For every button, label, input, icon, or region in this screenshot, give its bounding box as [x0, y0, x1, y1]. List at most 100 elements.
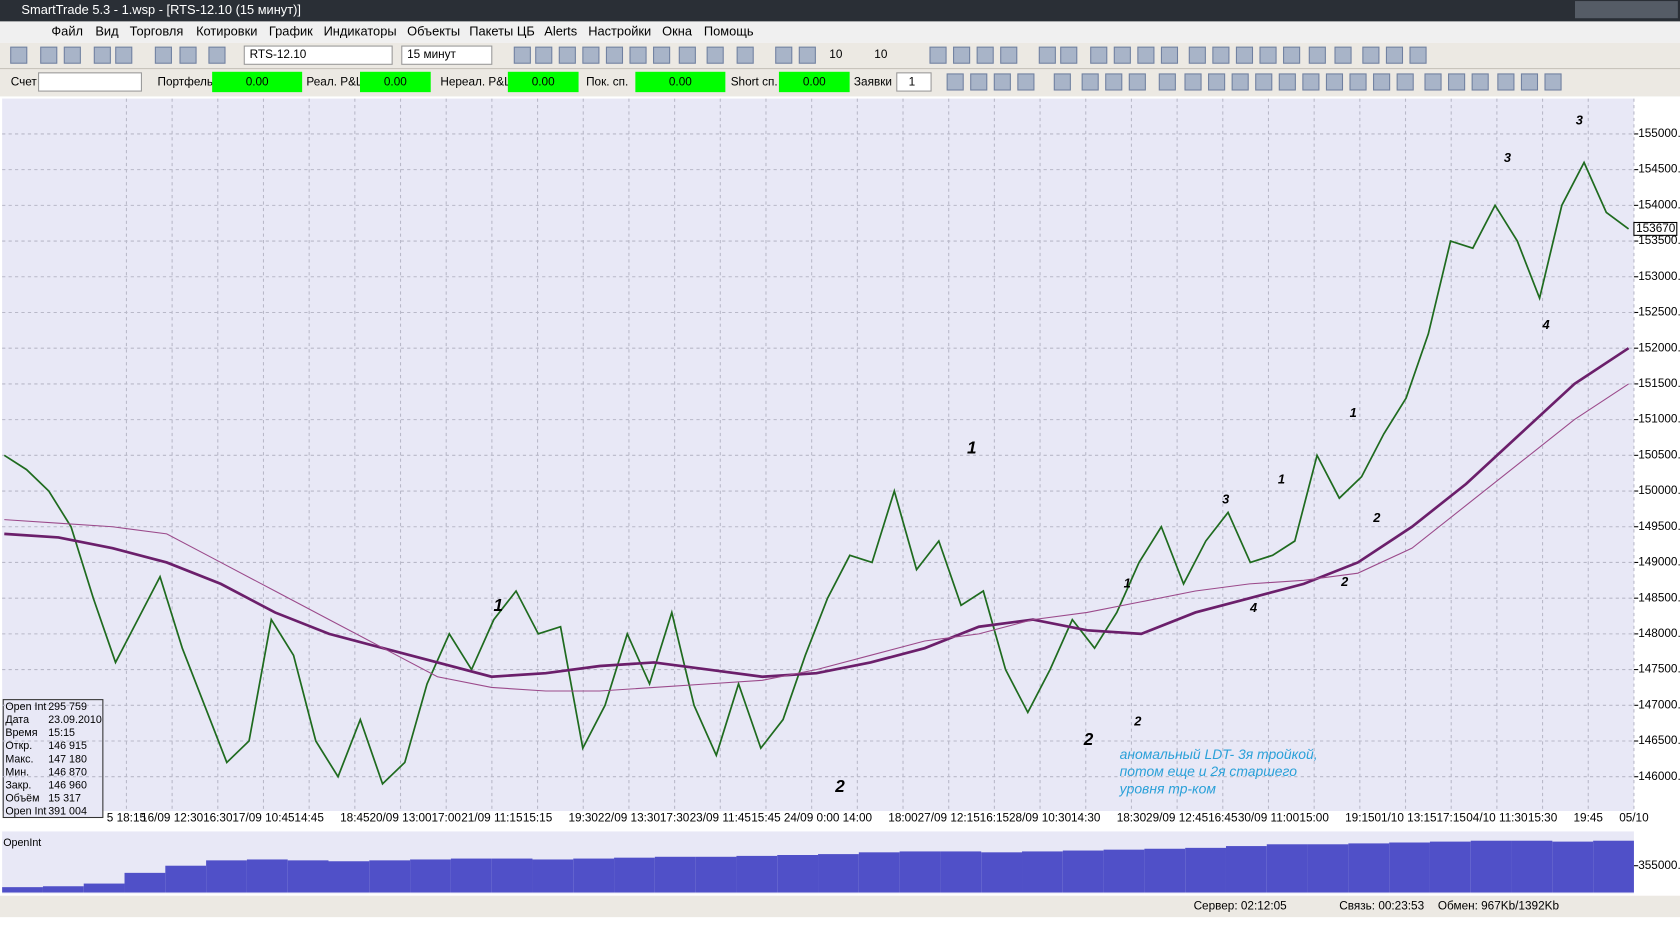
- x-tick-label: 23/09 11:45: [690, 812, 752, 825]
- info-value: 295 759: [48, 701, 87, 713]
- toolbar-button[interactable]: [993, 73, 1011, 91]
- account-combo[interactable]: [38, 72, 142, 92]
- toolbar-button[interactable]: [1334, 46, 1352, 64]
- menu-item[interactable]: Индикаторы: [324, 24, 397, 39]
- toolbar-button[interactable]: [1212, 46, 1230, 64]
- toolbar-button[interactable]: [1325, 73, 1344, 91]
- menu-item[interactable]: Торговля: [130, 24, 184, 39]
- toolbar-button[interactable]: [1060, 46, 1078, 64]
- toolbar-button[interactable]: [208, 46, 226, 64]
- oi-bar: [287, 860, 329, 893]
- toolbar-button[interactable]: [1544, 73, 1562, 91]
- toolbar-button[interactable]: [976, 46, 994, 64]
- toolbar-button[interactable]: [1471, 73, 1489, 91]
- toolbar-button[interactable]: [1520, 73, 1539, 91]
- spin[interactable]: 10: [829, 48, 843, 61]
- menu-item[interactable]: Объекты: [407, 24, 460, 39]
- toolbar-button[interactable]: [1113, 46, 1131, 64]
- interval-combo[interactable]: [401, 45, 493, 65]
- toolbar-button[interactable]: [1302, 73, 1320, 91]
- toolbar-button[interactable]: [1188, 46, 1206, 64]
- toolbar-button[interactable]: [1308, 46, 1326, 64]
- toolbar-button[interactable]: [154, 46, 172, 64]
- menu-item[interactable]: Вид: [95, 24, 119, 39]
- toolbar-button[interactable]: [1160, 46, 1179, 64]
- toolbar-button[interactable]: [1053, 73, 1071, 91]
- toolbar-button[interactable]: [1396, 73, 1414, 91]
- toolbar-button[interactable]: [605, 46, 624, 64]
- toolbar-button[interactable]: [1283, 46, 1301, 64]
- menu-item[interactable]: Alerts: [544, 24, 577, 39]
- toolbar-button[interactable]: [1448, 73, 1466, 91]
- toolbar-button[interactable]: [1255, 73, 1273, 91]
- toolbar-button[interactable]: [678, 46, 696, 64]
- x-tick-label: 05/10: [1619, 812, 1649, 825]
- y-tick-label: 152500.: [1638, 306, 1680, 319]
- toolbar-button[interactable]: [1184, 73, 1202, 91]
- toolbar-button[interactable]: [1497, 73, 1515, 91]
- x-tick-label: 22/09 13:30: [598, 812, 661, 825]
- toolbar-button[interactable]: [775, 46, 793, 64]
- info-value: 146 915: [48, 740, 87, 752]
- toolbar-button[interactable]: [1385, 46, 1404, 64]
- menu-item[interactable]: Котировки: [196, 24, 257, 39]
- symbol-combo[interactable]: [243, 45, 393, 65]
- oi-bar: [1062, 850, 1104, 893]
- toolbar-button[interactable]: [558, 46, 576, 64]
- menu-item[interactable]: Пакеты ЦБ: [469, 24, 534, 39]
- toolbar-button[interactable]: [535, 46, 553, 64]
- toolbar-button[interactable]: [736, 46, 754, 64]
- toolbar-button[interactable]: [1158, 73, 1176, 91]
- toolbar-button[interactable]: [1235, 46, 1254, 64]
- toolbar-button[interactable]: [1259, 46, 1277, 64]
- toolbar-button[interactable]: [1349, 73, 1367, 91]
- y-tick-label: 146000.: [1638, 770, 1680, 783]
- toolbar-button[interactable]: [798, 46, 816, 64]
- field-box: [507, 71, 579, 93]
- toolbar-button[interactable]: [706, 46, 724, 64]
- x-tick-label: 28/09 10:30: [1009, 812, 1072, 825]
- menu-item[interactable]: Настройки: [588, 24, 651, 39]
- toolbar-button[interactable]: [93, 46, 111, 64]
- menu-item[interactable]: График: [269, 24, 313, 39]
- toolbar-button[interactable]: [1090, 46, 1108, 64]
- toolbar-button[interactable]: [929, 46, 947, 64]
- toolbar-button[interactable]: [1128, 73, 1146, 91]
- menu-item[interactable]: Окна: [662, 24, 693, 39]
- toolbar-button[interactable]: [1017, 73, 1035, 91]
- menu-item[interactable]: Помощь: [704, 24, 754, 39]
- toolbar-button[interactable]: [1373, 73, 1391, 91]
- toolbar-button[interactable]: [1362, 46, 1380, 64]
- toolbar-button[interactable]: [1081, 73, 1099, 91]
- toolbar-button[interactable]: [970, 73, 988, 91]
- toolbar-button[interactable]: [10, 46, 28, 64]
- toolbar-button[interactable]: [1409, 46, 1427, 64]
- menu-item[interactable]: Файл: [51, 24, 83, 39]
- toolbar-button[interactable]: [1231, 73, 1249, 91]
- x-tick-label: 16:15: [980, 812, 1010, 825]
- note: уровня тр-ком: [1119, 780, 1217, 796]
- toolbar-button[interactable]: [1000, 46, 1018, 64]
- toolbar-button[interactable]: [115, 46, 133, 64]
- toolbar-button[interactable]: [40, 46, 58, 64]
- toolbar-button[interactable]: [179, 46, 197, 64]
- toolbar-button[interactable]: [653, 46, 671, 64]
- toolbar-button[interactable]: [1137, 46, 1155, 64]
- toolbar-button[interactable]: [1278, 73, 1296, 91]
- toolbar-button[interactable]: [1105, 73, 1123, 91]
- window-controls[interactable]: [1575, 1, 1678, 19]
- oi-bar: [1307, 844, 1349, 893]
- toolbar-button[interactable]: [582, 46, 600, 64]
- toolbar-button[interactable]: [63, 46, 81, 64]
- spin[interactable]: 10: [874, 48, 888, 61]
- y-tick-label: 155000.: [1638, 127, 1680, 140]
- toolbar-button[interactable]: [629, 46, 647, 64]
- toolbar-button[interactable]: [946, 73, 964, 91]
- toolbar-button[interactable]: [953, 46, 971, 64]
- toolbar-button[interactable]: [1424, 73, 1442, 91]
- toolbar-button[interactable]: [1208, 73, 1226, 91]
- oi-bar: [369, 860, 411, 893]
- toolbar-button[interactable]: [1038, 46, 1056, 64]
- toolbar-button[interactable]: [513, 46, 531, 64]
- orders-box[interactable]: [896, 72, 932, 92]
